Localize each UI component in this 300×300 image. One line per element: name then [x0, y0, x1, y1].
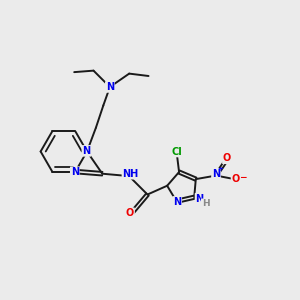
Text: N: N [196, 194, 204, 204]
Text: NH: NH [122, 169, 139, 179]
Text: N: N [212, 169, 220, 179]
Text: O: O [232, 174, 240, 184]
Text: Cl: Cl [171, 146, 182, 157]
Text: H: H [202, 199, 209, 208]
Text: +: + [217, 166, 223, 172]
Text: N: N [173, 197, 181, 207]
Text: −: − [239, 173, 247, 182]
Text: O: O [126, 208, 134, 218]
Text: N: N [71, 167, 79, 177]
Text: N: N [106, 82, 114, 92]
Text: N: N [82, 146, 91, 156]
Text: O: O [223, 153, 231, 163]
